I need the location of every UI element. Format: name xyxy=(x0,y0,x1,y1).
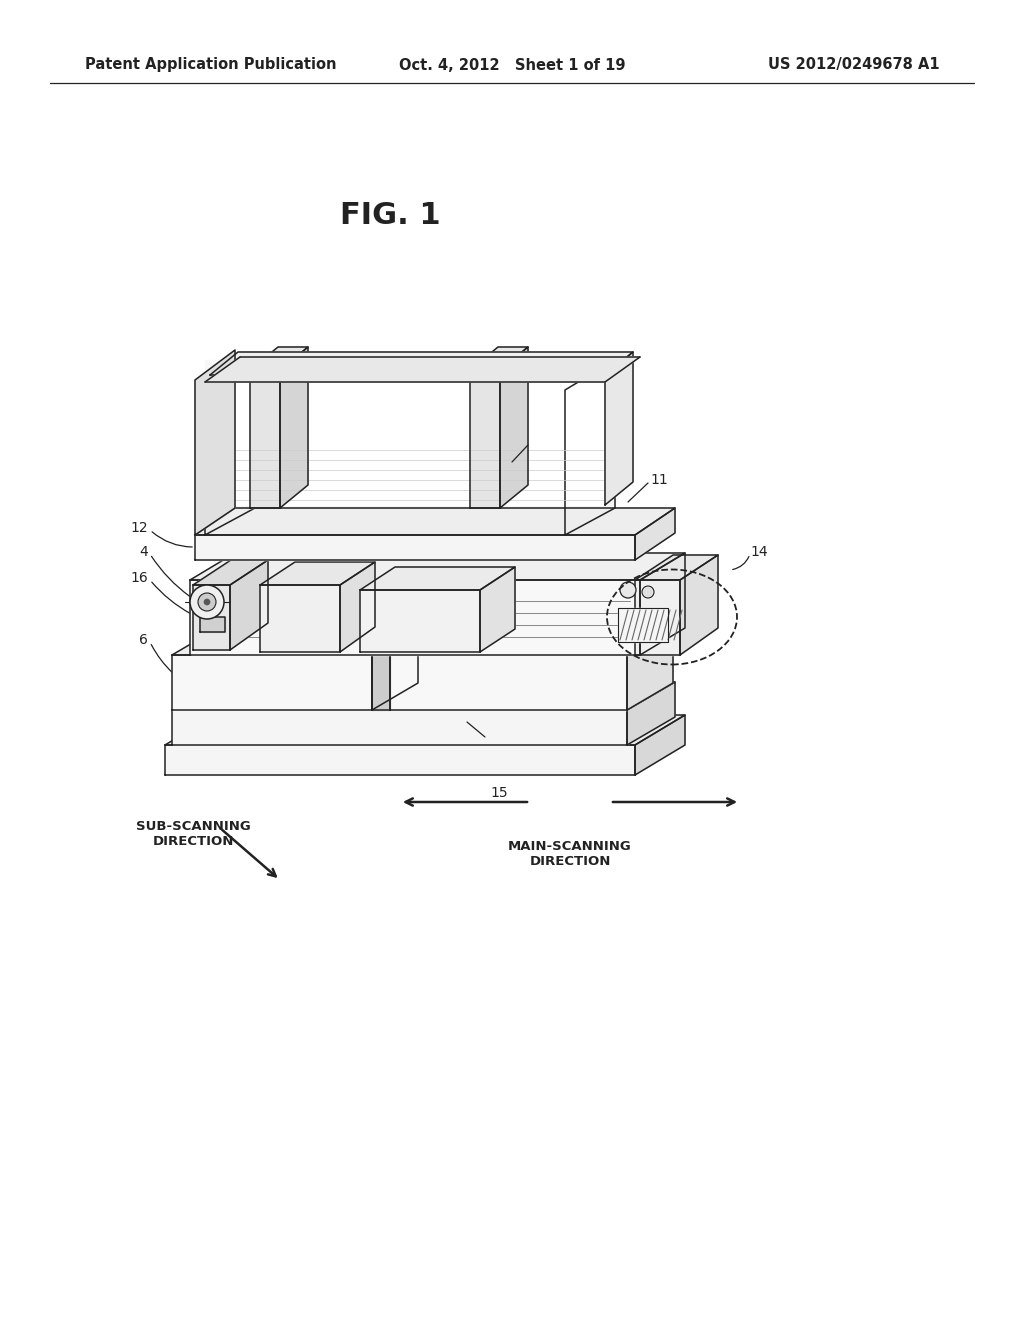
Text: US 2012/0249678 A1: US 2012/0249678 A1 xyxy=(768,58,940,73)
Polygon shape xyxy=(200,616,225,632)
Polygon shape xyxy=(230,560,268,649)
Polygon shape xyxy=(190,553,685,579)
Polygon shape xyxy=(390,655,627,710)
Polygon shape xyxy=(193,560,268,585)
Polygon shape xyxy=(480,568,515,652)
Polygon shape xyxy=(565,360,615,535)
Text: 141: 141 xyxy=(660,615,684,628)
Polygon shape xyxy=(470,370,500,508)
Polygon shape xyxy=(618,609,668,642)
Polygon shape xyxy=(360,590,480,652)
Polygon shape xyxy=(205,356,640,381)
Polygon shape xyxy=(195,350,234,535)
Text: 15: 15 xyxy=(487,733,505,747)
Polygon shape xyxy=(390,628,673,655)
Polygon shape xyxy=(172,682,675,710)
Polygon shape xyxy=(260,585,340,652)
Circle shape xyxy=(620,582,636,598)
Polygon shape xyxy=(172,628,418,655)
Text: SUB-SCANNING
DIRECTION: SUB-SCANNING DIRECTION xyxy=(135,820,251,847)
Polygon shape xyxy=(190,579,640,655)
Polygon shape xyxy=(250,347,308,370)
Text: 14: 14 xyxy=(750,545,768,558)
Text: 16: 16 xyxy=(130,572,148,585)
Polygon shape xyxy=(260,562,375,585)
Polygon shape xyxy=(165,744,635,775)
Polygon shape xyxy=(640,553,685,655)
Circle shape xyxy=(642,586,654,598)
Polygon shape xyxy=(635,715,685,775)
Polygon shape xyxy=(372,655,390,710)
Polygon shape xyxy=(605,352,633,506)
Polygon shape xyxy=(205,360,615,508)
Polygon shape xyxy=(372,628,418,710)
Polygon shape xyxy=(193,585,230,649)
Polygon shape xyxy=(280,347,308,508)
Polygon shape xyxy=(172,710,627,744)
Text: MAIN-SCANNING
DIRECTION: MAIN-SCANNING DIRECTION xyxy=(508,840,632,869)
Text: 13: 13 xyxy=(530,436,548,449)
Polygon shape xyxy=(165,715,685,744)
Text: Patent Application Publication: Patent Application Publication xyxy=(85,58,337,73)
Polygon shape xyxy=(210,352,633,375)
Text: 11: 11 xyxy=(650,473,668,487)
Polygon shape xyxy=(195,535,635,560)
Text: 12: 12 xyxy=(130,521,148,535)
Polygon shape xyxy=(500,347,528,508)
Polygon shape xyxy=(205,370,255,535)
Circle shape xyxy=(198,593,216,611)
Polygon shape xyxy=(218,628,418,655)
Polygon shape xyxy=(360,568,515,590)
Polygon shape xyxy=(340,562,375,652)
Polygon shape xyxy=(470,347,528,370)
Text: Oct. 4, 2012   Sheet 1 of 19: Oct. 4, 2012 Sheet 1 of 19 xyxy=(398,58,626,73)
Text: 143: 143 xyxy=(660,595,684,609)
Polygon shape xyxy=(635,554,718,579)
Polygon shape xyxy=(250,370,280,508)
Polygon shape xyxy=(627,628,673,710)
Polygon shape xyxy=(635,508,675,560)
Polygon shape xyxy=(627,682,675,744)
Text: 15: 15 xyxy=(490,785,508,800)
Text: 4: 4 xyxy=(139,545,148,558)
Circle shape xyxy=(190,585,224,619)
Polygon shape xyxy=(372,628,482,655)
Text: FIG. 1: FIG. 1 xyxy=(340,201,440,230)
Circle shape xyxy=(204,599,210,605)
Polygon shape xyxy=(635,579,680,655)
Polygon shape xyxy=(680,554,718,655)
Text: 6: 6 xyxy=(139,634,148,647)
Polygon shape xyxy=(210,375,605,506)
Polygon shape xyxy=(172,655,372,710)
Polygon shape xyxy=(195,508,675,535)
